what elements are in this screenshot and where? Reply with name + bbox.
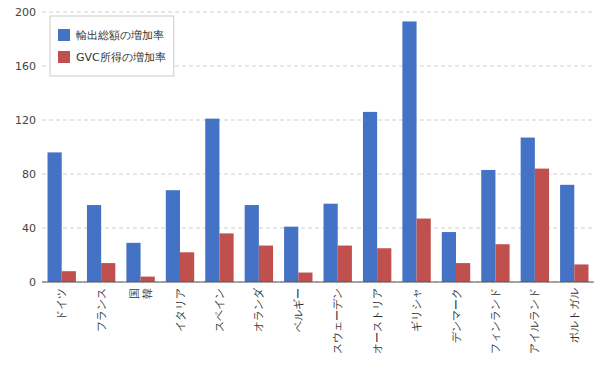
x-tick-label-line: デンマーク bbox=[450, 288, 463, 343]
bar bbox=[166, 190, 180, 282]
x-tick-label-line: アイルランド bbox=[528, 288, 541, 354]
bar bbox=[560, 185, 574, 282]
x-tick-label-line: スペイン bbox=[213, 288, 226, 332]
bar bbox=[101, 263, 115, 282]
bar bbox=[481, 170, 495, 282]
y-tick-label: 80 bbox=[22, 168, 36, 181]
legend-swatch bbox=[58, 51, 70, 63]
bar bbox=[141, 277, 155, 282]
bar bbox=[377, 248, 391, 282]
bar bbox=[180, 252, 194, 282]
bar bbox=[219, 233, 233, 282]
x-tick-label: イタリア bbox=[174, 288, 187, 332]
bar bbox=[338, 246, 352, 282]
x-tick-label: ギリシャ bbox=[410, 288, 423, 332]
bar bbox=[48, 152, 62, 282]
x-tick-label: フィンランド bbox=[489, 288, 502, 354]
y-tick-label: 120 bbox=[15, 114, 36, 127]
bar bbox=[442, 232, 456, 282]
grid-line bbox=[42, 12, 594, 13]
bar bbox=[417, 219, 431, 282]
x-axis: ドイツ フランス 国韓 イタリア スペイン オランダ ベルギー スウェーデン オーストリア ギリシ… bbox=[55, 287, 581, 354]
bars bbox=[48, 21, 589, 282]
x-tick-label: アイルランド bbox=[528, 288, 541, 354]
x-tick-label-line: 国 bbox=[128, 288, 141, 299]
x-tick-label: オーストリア bbox=[371, 288, 384, 354]
grid-line bbox=[42, 228, 594, 229]
x-tick-label: フランス bbox=[95, 288, 108, 332]
bar bbox=[284, 227, 298, 282]
x-tick-label: ベルギー bbox=[292, 288, 305, 332]
x-tick-label-line: スウェーデン bbox=[331, 288, 344, 354]
bar bbox=[259, 246, 273, 282]
y-tick-label: 0 bbox=[29, 276, 36, 289]
bar bbox=[521, 138, 535, 282]
x-axis-line bbox=[42, 282, 594, 283]
chart-container: 0 40 80 120 160 200 ドイツ フランス 国韓 イタリア スペイン オランダ ベルギー ス… bbox=[0, 0, 606, 366]
legend: 輸出総額の増加率 GVC所得の増加率 bbox=[50, 16, 174, 76]
x-tick-label-line: オランダ bbox=[252, 287, 265, 332]
x-tick-label-line: フィンランド bbox=[489, 288, 502, 354]
x-tick-label: ポルトガル bbox=[568, 288, 581, 343]
x-tick-label-line: オーストリア bbox=[371, 288, 384, 354]
grid-line bbox=[42, 174, 594, 175]
legend-label: GVC所得の増加率 bbox=[76, 51, 166, 64]
bar bbox=[245, 205, 259, 282]
bar bbox=[402, 21, 416, 282]
legend-swatch bbox=[58, 29, 70, 41]
grid-line bbox=[42, 120, 594, 121]
x-tick-label-line: イタリア bbox=[174, 288, 187, 332]
x-tick-label: デンマーク bbox=[450, 288, 463, 343]
x-tick-label-line: ドイツ bbox=[55, 288, 68, 321]
bar bbox=[535, 169, 549, 282]
y-tick-label: 40 bbox=[22, 222, 36, 235]
x-tick-label-line: ベルギー bbox=[292, 288, 305, 332]
bar bbox=[126, 243, 140, 282]
bar bbox=[574, 264, 588, 282]
bar bbox=[87, 205, 101, 282]
x-tick-label: スペイン bbox=[213, 288, 226, 332]
x-tick-label: オランダ bbox=[252, 287, 265, 332]
x-tick-label-line: ギリシャ bbox=[410, 288, 423, 332]
x-tick-label: スウェーデン bbox=[331, 288, 344, 354]
legend-label: 輸出総額の増加率 bbox=[76, 29, 164, 42]
y-tick-label: 200 bbox=[15, 6, 36, 19]
chart: 0 40 80 120 160 200 ドイツ フランス 国韓 イタリア スペイン オランダ ベルギー ス… bbox=[0, 0, 606, 366]
bar bbox=[324, 204, 338, 282]
bar bbox=[298, 273, 312, 282]
bar bbox=[495, 244, 509, 282]
x-tick-label-line: 韓 bbox=[141, 288, 154, 299]
bar bbox=[363, 112, 377, 282]
legend-box bbox=[50, 16, 174, 76]
grid-line bbox=[42, 282, 594, 283]
y-axis: 0 40 80 120 160 200 bbox=[15, 6, 36, 289]
y-tick-label: 160 bbox=[15, 60, 36, 73]
x-tick-label-line: ポルトガル bbox=[568, 288, 581, 343]
x-tick-label-line: フランス bbox=[95, 288, 108, 332]
bar bbox=[62, 271, 76, 282]
bar bbox=[205, 119, 219, 282]
grid bbox=[42, 12, 594, 282]
x-tick-label: ドイツ bbox=[55, 288, 68, 321]
x-tick-label: 国韓 bbox=[128, 288, 154, 299]
bar bbox=[456, 263, 470, 282]
